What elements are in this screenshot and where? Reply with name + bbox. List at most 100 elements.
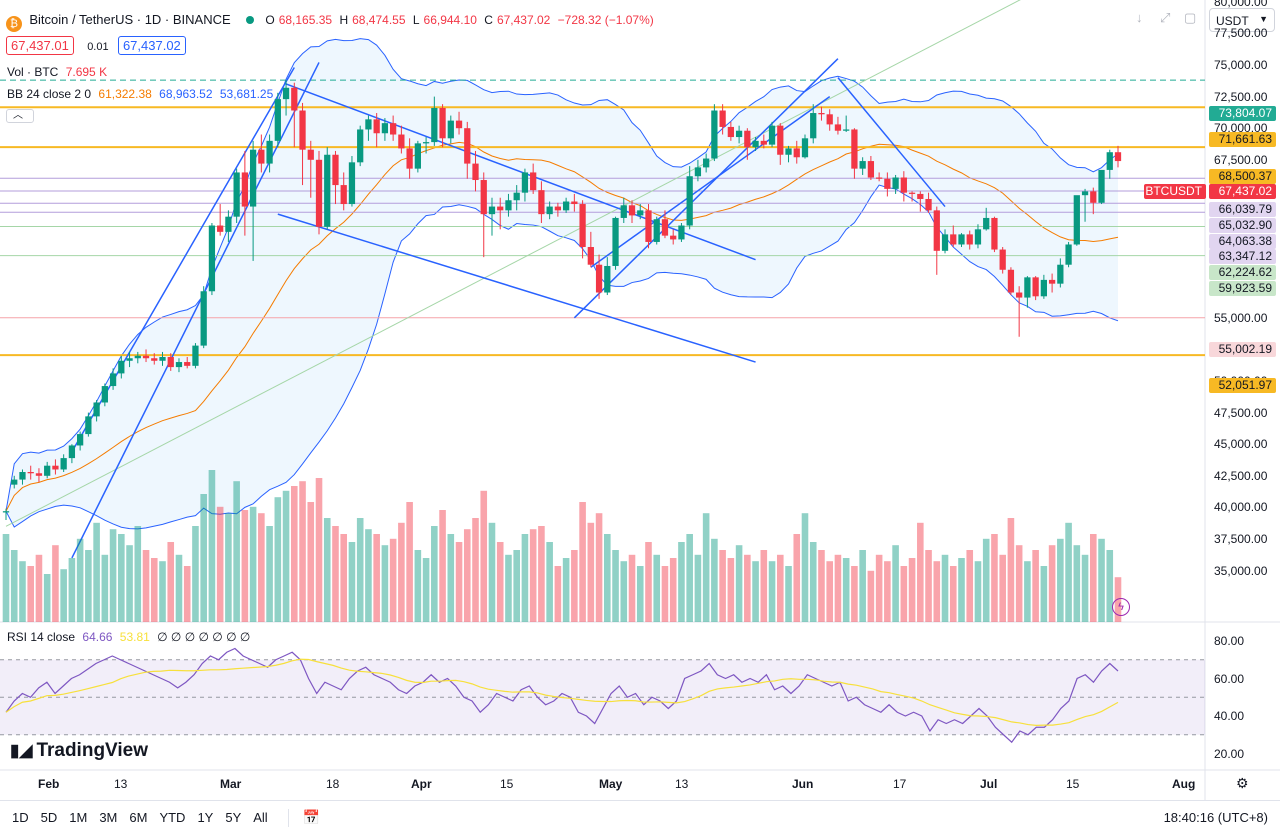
candle-body bbox=[1065, 244, 1072, 265]
candle-body bbox=[801, 138, 809, 158]
candle-body bbox=[562, 201, 570, 211]
currency-selector[interactable]: USDT ▼ bbox=[1209, 8, 1275, 32]
arrow-down-icon[interactable]: ↓ bbox=[1136, 10, 1143, 25]
candle-body bbox=[768, 125, 776, 145]
timeframe-1d[interactable]: 1D bbox=[12, 810, 29, 825]
candle-body bbox=[686, 176, 693, 226]
candle-body bbox=[554, 206, 562, 211]
price-tick-label: 47,500.00 bbox=[1214, 405, 1268, 420]
bb-basis-line bbox=[5, 141, 1119, 512]
volume-bar bbox=[439, 510, 446, 622]
volume-bar bbox=[884, 561, 891, 622]
rsi-tick-label: 60.00 bbox=[1214, 671, 1245, 686]
volume-bar bbox=[126, 545, 133, 622]
volume-bar bbox=[200, 494, 207, 622]
candle-body bbox=[703, 158, 710, 168]
volume-bar bbox=[826, 561, 833, 622]
bb-legend: BB 24 close 2 0 61,322.38 68,963.52 53,6… bbox=[7, 87, 277, 101]
candle-body bbox=[1024, 277, 1031, 298]
candle-body bbox=[587, 247, 594, 265]
close-value: 67,437.02 bbox=[496, 13, 551, 27]
candle-body bbox=[258, 149, 265, 164]
volume-bar bbox=[628, 554, 636, 622]
timeframe-6m[interactable]: 6M bbox=[129, 810, 148, 825]
price-tick-label: 40,000.00 bbox=[1214, 500, 1268, 515]
volume-bar bbox=[35, 554, 43, 622]
volume-bar bbox=[933, 561, 941, 622]
timeframe-all[interactable]: All bbox=[253, 810, 268, 825]
volume-label[interactable]: Vol · BTC bbox=[7, 65, 59, 79]
volume-bar bbox=[645, 542, 652, 622]
price-level-tag: 68,500.37 bbox=[1209, 169, 1276, 184]
volume-bar bbox=[859, 550, 866, 622]
lightning-icon[interactable]: ϟ bbox=[1112, 598, 1130, 616]
volume-bar bbox=[793, 534, 801, 622]
candle-body bbox=[950, 234, 957, 245]
volume-bar bbox=[818, 550, 825, 622]
volume-bar bbox=[595, 513, 603, 622]
volume-bar bbox=[1007, 518, 1015, 622]
candle-body bbox=[538, 190, 545, 215]
price-level-tag: 71,661.63 bbox=[1209, 132, 1276, 147]
buy-price-button[interactable]: 67,437.02 bbox=[117, 36, 186, 55]
volume-bar bbox=[636, 566, 644, 622]
candle-body bbox=[266, 140, 273, 164]
timeframe-1y[interactable]: 1Y bbox=[197, 810, 214, 825]
clock-display[interactable]: 18:40:16 (UTC+8) bbox=[1163, 810, 1268, 825]
volume-bar bbox=[266, 526, 273, 622]
candle-body bbox=[422, 142, 430, 144]
candle-body bbox=[68, 445, 76, 459]
volume-bar bbox=[702, 513, 710, 622]
candle-body bbox=[867, 161, 875, 178]
candle-body bbox=[93, 402, 100, 417]
volume-bar bbox=[941, 554, 949, 622]
rsi-label[interactable]: RSI 14 close bbox=[7, 630, 76, 644]
calendar-range-icon[interactable]: 📅 bbox=[302, 809, 321, 825]
expand-icon[interactable]: ⤢ bbox=[1160, 10, 1171, 25]
price-tick-label: 77,500.00 bbox=[1214, 26, 1268, 41]
candle-body bbox=[620, 205, 627, 218]
volume-bar bbox=[1015, 545, 1023, 622]
timeframe-5d[interactable]: 5D bbox=[40, 810, 58, 825]
volume-bar bbox=[323, 518, 331, 622]
volume-bar bbox=[60, 569, 67, 622]
candle-body bbox=[27, 472, 34, 474]
bb-lower-value: 53,681.25 bbox=[219, 87, 274, 101]
candle-body bbox=[1114, 152, 1122, 162]
volume-bar bbox=[949, 566, 957, 622]
price-level-tag: 52,051.97 bbox=[1209, 378, 1276, 393]
bitcoin-icon: ₿ bbox=[6, 16, 22, 32]
volume-bar bbox=[249, 506, 257, 622]
volume-bar bbox=[274, 497, 282, 622]
volume-bar bbox=[1106, 550, 1114, 622]
volume-bar bbox=[159, 561, 166, 622]
candle-body bbox=[447, 120, 454, 139]
bb-label[interactable]: BB 24 close 2 0 bbox=[7, 87, 92, 101]
volume-bar bbox=[554, 566, 562, 622]
candle-body bbox=[851, 129, 858, 169]
timeframe-5y[interactable]: 5Y bbox=[225, 810, 242, 825]
symbol-title[interactable]: Bitcoin / TetherUS · 1D · BINANCE bbox=[29, 12, 231, 27]
candle-body bbox=[241, 172, 249, 207]
price-tick-label: 55,000.00 bbox=[1214, 310, 1268, 325]
sell-price-button[interactable]: 67,437.01 bbox=[6, 36, 74, 55]
collapse-legend-button[interactable]: ︿ bbox=[6, 109, 34, 123]
timeframe-ytd[interactable]: YTD bbox=[159, 810, 186, 825]
candle-body bbox=[414, 143, 421, 169]
tradingview-logo[interactable]: ▮◢ TradingView bbox=[10, 740, 148, 762]
timeframe-1m[interactable]: 1M bbox=[69, 810, 88, 825]
settings-gear-icon[interactable]: ⚙ bbox=[1236, 775, 1249, 791]
candle-body bbox=[884, 178, 891, 189]
volume-bar bbox=[991, 534, 998, 622]
volume-bar bbox=[1081, 554, 1089, 622]
timeframe-3m[interactable]: 3M bbox=[99, 810, 118, 825]
volume-bar bbox=[142, 550, 150, 622]
candle-body bbox=[2, 511, 10, 513]
volume-bar bbox=[167, 542, 175, 622]
volume-bar bbox=[101, 554, 109, 622]
candle-body bbox=[398, 134, 405, 149]
maximize-icon[interactable]: ▢ bbox=[1184, 10, 1197, 25]
volume-bar bbox=[348, 542, 356, 622]
candle-body bbox=[793, 148, 800, 158]
